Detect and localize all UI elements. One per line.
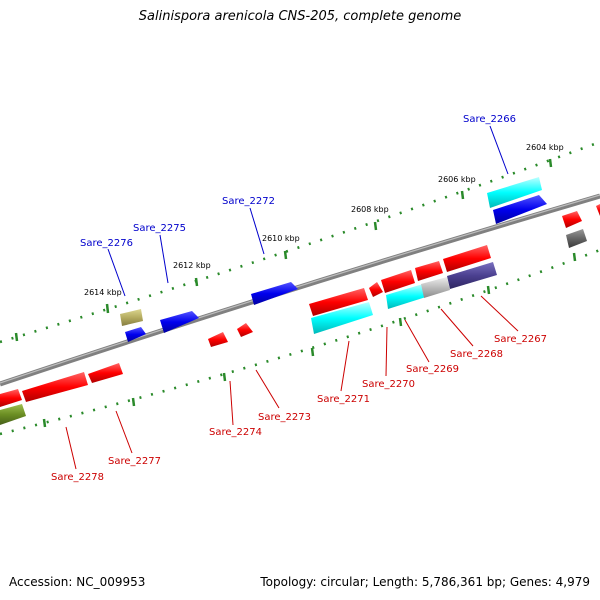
gene-feature[interactable] <box>369 282 383 297</box>
scale-label: 2610 kbp <box>262 234 300 243</box>
scale-label: 2606 kbp <box>438 175 476 184</box>
gene-feature[interactable] <box>415 261 443 281</box>
gene-feature[interactable] <box>22 372 88 402</box>
gene-label[interactable]: Sare_2275 <box>133 223 186 234</box>
major-ticks-forward <box>14 158 553 342</box>
gene-label[interactable]: Sare_2269 <box>406 364 459 375</box>
gene-feature[interactable] <box>309 288 368 316</box>
scale-label: 2612 kbp <box>173 261 211 270</box>
gene-label[interactable]: Sare_2277 <box>108 456 161 467</box>
gene-feature[interactable] <box>160 311 199 333</box>
gene-label[interactable]: Sare_2270 <box>362 379 415 390</box>
gene-feature[interactable] <box>0 389 22 407</box>
gene-feature[interactable] <box>208 332 228 347</box>
gene-feature[interactable] <box>421 277 450 298</box>
scale-label: 2614 kbp <box>84 288 122 297</box>
gene-feature[interactable] <box>487 177 542 208</box>
gene-label[interactable]: Sare_2278 <box>51 472 104 483</box>
gene-label[interactable]: Sare_2276 <box>80 238 133 249</box>
gene-feature[interactable] <box>88 363 123 383</box>
forward-gene-features <box>120 177 587 342</box>
gene-feature[interactable] <box>251 282 298 305</box>
gene-label[interactable]: Sare_2272 <box>222 196 275 207</box>
scale-label: 2604 kbp <box>526 143 564 152</box>
map-title: Salinispora arenicola CNS-205, complete … <box>138 9 462 24</box>
gene-feature[interactable] <box>125 327 146 342</box>
gene-feature[interactable] <box>237 323 253 337</box>
gene-feature[interactable] <box>447 262 497 289</box>
scale-label: 2608 kbp <box>351 205 389 214</box>
accession-text: Accession: NC_009953 <box>9 575 146 589</box>
gene-feature[interactable] <box>0 404 26 425</box>
gene-feature[interactable] <box>311 302 373 334</box>
topology-text: Topology: circular; Length: 5,786,361 bp… <box>260 575 590 589</box>
gene-label[interactable]: Sare_2271 <box>317 394 370 405</box>
forward-label-connectors <box>107 125 509 297</box>
reverse-label-connectors <box>65 295 519 470</box>
gene-label[interactable]: Sare_2273 <box>258 412 311 423</box>
gene-feature[interactable] <box>443 245 491 272</box>
major-ticks-reverse <box>42 252 577 428</box>
gene-label[interactable]: Sare_2274 <box>209 427 262 438</box>
reverse-gene-features <box>0 204 600 425</box>
gene-feature[interactable] <box>386 284 426 309</box>
gene-feature[interactable] <box>562 211 582 228</box>
gene-label[interactable]: Sare_2266 <box>463 114 516 125</box>
gene-feature[interactable] <box>596 204 600 216</box>
gene-label[interactable]: Sare_2268 <box>450 349 503 360</box>
gene-feature[interactable] <box>493 195 547 224</box>
gene-feature[interactable] <box>381 270 415 293</box>
gene-feature[interactable] <box>566 229 587 248</box>
gene-label[interactable]: Sare_2267 <box>494 334 547 345</box>
gene-feature[interactable] <box>120 309 143 326</box>
